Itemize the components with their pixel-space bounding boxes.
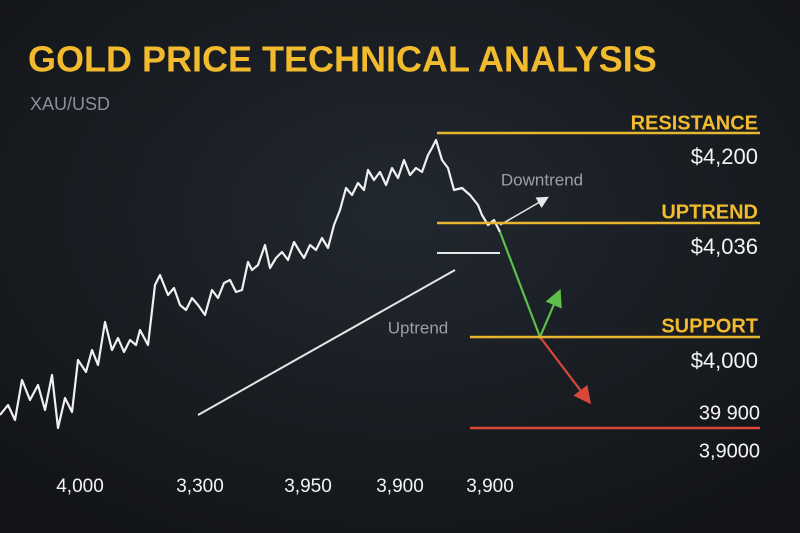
- level-label: 39 900: [699, 402, 760, 424]
- red-arrow: [539, 336, 591, 405]
- downtrend-arrow: [499, 196, 549, 226]
- x-label: 3,900: [466, 476, 514, 497]
- level-price: $4,200: [691, 144, 758, 169]
- x-label: 3,300: [176, 476, 224, 497]
- subtitle: XAU/USD: [30, 94, 110, 114]
- x-label: 4,000: [56, 476, 104, 497]
- annotation: Downtrend: [501, 170, 583, 189]
- level-price: $4,036: [691, 234, 758, 259]
- level-price: $4,000: [691, 348, 758, 373]
- level-price: 3,9000: [699, 440, 760, 462]
- level-label: UPTREND: [661, 201, 758, 223]
- level-label: RESISTANCE: [631, 112, 758, 134]
- title: GOLD PRICE TECHNICAL ANALYSIS: [28, 39, 657, 80]
- trend-line: [197, 269, 456, 416]
- x-label: 3,900: [376, 476, 424, 497]
- level-label: SUPPORT: [661, 315, 758, 337]
- price-line: [0, 138, 501, 430]
- x-label: 3,950: [284, 476, 332, 497]
- annotation: Uptrend: [388, 318, 448, 337]
